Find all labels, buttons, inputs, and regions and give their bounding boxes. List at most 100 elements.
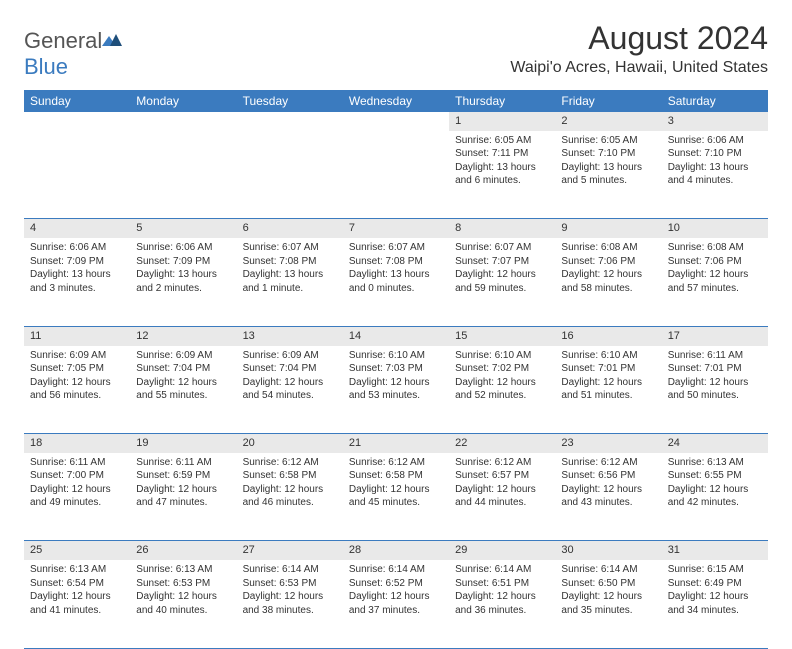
daylight-text: Daylight: 12 hours and 46 minutes. [243, 483, 337, 510]
sunset-text: Sunset: 6:54 PM [30, 577, 124, 591]
day-number: 8 [449, 219, 555, 238]
day-number: 30 [555, 541, 661, 560]
logo: General Blue [24, 20, 122, 80]
day-number: 16 [555, 326, 661, 345]
weekday-header: Thursday [449, 90, 555, 112]
week-row: Sunrise: 6:05 AMSunset: 7:11 PMDaylight:… [24, 131, 768, 219]
daylight-text: Daylight: 13 hours and 4 minutes. [668, 161, 762, 188]
day-number: 13 [237, 326, 343, 345]
sunrise-text: Sunrise: 6:07 AM [349, 241, 443, 255]
sunrise-text: Sunrise: 6:10 AM [561, 349, 655, 363]
sunset-text: Sunset: 6:55 PM [668, 469, 762, 483]
day-details: Sunrise: 6:12 AMSunset: 6:57 PMDaylight:… [449, 453, 555, 514]
sunset-text: Sunset: 7:08 PM [243, 255, 337, 269]
day-details: Sunrise: 6:05 AMSunset: 7:11 PMDaylight:… [449, 131, 555, 192]
day-cell: Sunrise: 6:08 AMSunset: 7:06 PMDaylight:… [662, 238, 768, 326]
sunrise-text: Sunrise: 6:06 AM [136, 241, 230, 255]
daynum-row: 18192021222324 [24, 434, 768, 453]
daylight-text: Daylight: 12 hours and 53 minutes. [349, 376, 443, 403]
daynum-row: 123 [24, 112, 768, 131]
sunset-text: Sunset: 6:53 PM [136, 577, 230, 591]
day-cell: Sunrise: 6:06 AMSunset: 7:09 PMDaylight:… [130, 238, 236, 326]
sunset-text: Sunset: 7:06 PM [561, 255, 655, 269]
sunset-text: Sunset: 6:52 PM [349, 577, 443, 591]
day-cell: Sunrise: 6:11 AMSunset: 7:00 PMDaylight:… [24, 453, 130, 541]
daylight-text: Daylight: 12 hours and 36 minutes. [455, 590, 549, 617]
day-cell: Sunrise: 6:06 AMSunset: 7:10 PMDaylight:… [662, 131, 768, 219]
day-number: 14 [343, 326, 449, 345]
day-number: 12 [130, 326, 236, 345]
week-row: Sunrise: 6:13 AMSunset: 6:54 PM Daylight:… [24, 560, 768, 648]
sunrise-text: Sunrise: 6:08 AM [561, 241, 655, 255]
day-number: 27 [237, 541, 343, 560]
day-number: 15 [449, 326, 555, 345]
sunset-text: Sunset: 6:57 PM [455, 469, 549, 483]
weekday-header-row: Sunday Monday Tuesday Wednesday Thursday… [24, 90, 768, 112]
day-cell: Sunrise: 6:14 AMSunset: 6:50 PMDaylight:… [555, 560, 661, 648]
day-cell: Sunrise: 6:09 AMSunset: 7:05 PMDaylight:… [24, 346, 130, 434]
sunset-text: Sunset: 7:02 PM [455, 362, 549, 376]
daylight-text: Daylight: 12 hours and 43 minutes. [561, 483, 655, 510]
logo-text-part1: General [24, 28, 102, 53]
title-block: August 2024 Waipi'o Acres, Hawaii, Unite… [510, 20, 768, 77]
day-cell: Sunrise: 6:14 AMSunset: 6:53 PMDaylight:… [237, 560, 343, 648]
sunset-text: Sunset: 7:04 PM [136, 362, 230, 376]
day-cell: Sunrise: 6:12 AMSunset: 6:58 PMDaylight:… [237, 453, 343, 541]
daynum-row: 45678910 [24, 219, 768, 238]
week-row: Sunrise: 6:11 AMSunset: 7:00 PMDaylight:… [24, 453, 768, 541]
sunset-text: Sunset: 7:07 PM [455, 255, 549, 269]
daynum-row: 11121314151617 [24, 326, 768, 345]
day-number: 1 [449, 112, 555, 131]
sunset-text: Sunset: 7:01 PM [561, 362, 655, 376]
day-details: Sunrise: 6:14 AMSunset: 6:53 PMDaylight:… [237, 560, 343, 621]
day-cell: Sunrise: 6:07 AMSunset: 7:07 PMDaylight:… [449, 238, 555, 326]
sunset-text: Sunset: 7:00 PM [30, 469, 124, 483]
sunrise-text: Sunrise: 6:06 AM [668, 134, 762, 148]
day-details: Sunrise: 6:06 AMSunset: 7:09 PMDaylight:… [24, 238, 130, 299]
day-number: 9 [555, 219, 661, 238]
weekday-header: Tuesday [237, 90, 343, 112]
day-cell: Sunrise: 6:07 AMSunset: 7:08 PMDaylight:… [343, 238, 449, 326]
day-details: Sunrise: 6:14 AMSunset: 6:50 PMDaylight:… [555, 560, 661, 621]
sunrise-text: Sunrise: 6:07 AM [243, 241, 337, 255]
day-details: Sunrise: 6:07 AMSunset: 7:07 PMDaylight:… [449, 238, 555, 299]
daylight-text: Daylight: 13 hours and 6 minutes. [455, 161, 549, 188]
day-details: Sunrise: 6:10 AMSunset: 7:02 PMDaylight:… [449, 346, 555, 407]
daylight-text: Daylight: 12 hours and 44 minutes. [455, 483, 549, 510]
daylight-text: Daylight: 12 hours and 45 minutes. [349, 483, 443, 510]
daylight-text: Daylight: 13 hours and 0 minutes. [349, 268, 443, 295]
day-details: Sunrise: 6:08 AMSunset: 7:06 PMDaylight:… [555, 238, 661, 299]
day-details: Sunrise: 6:12 AMSunset: 6:58 PMDaylight:… [237, 453, 343, 514]
daylight-text: Daylight: 12 hours and 56 minutes. [30, 376, 124, 403]
day-number: 11 [24, 326, 130, 345]
week-row: Sunrise: 6:09 AMSunset: 7:05 PMDaylight:… [24, 346, 768, 434]
daylight-text: Daylight: 13 hours and 3 minutes. [30, 268, 124, 295]
daylight-text: Daylight: 13 hours and 5 minutes. [561, 161, 655, 188]
sunrise-text: Sunrise: 6:09 AM [136, 349, 230, 363]
day-details: Sunrise: 6:13 AMSunset: 6:55 PMDaylight:… [662, 453, 768, 514]
day-number: 5 [130, 219, 236, 238]
calendar-table: Sunday Monday Tuesday Wednesday Thursday… [24, 90, 768, 649]
weekday-header: Friday [555, 90, 661, 112]
day-cell: Sunrise: 6:10 AMSunset: 7:02 PMDaylight:… [449, 346, 555, 434]
day-number [237, 112, 343, 131]
day-details: Sunrise: 6:06 AMSunset: 7:10 PMDaylight:… [662, 131, 768, 192]
day-cell: Sunrise: 6:10 AMSunset: 7:03 PMDaylight:… [343, 346, 449, 434]
sunrise-text: Sunrise: 6:05 AM [455, 134, 549, 148]
sunset-text: Sunset: 7:01 PM [668, 362, 762, 376]
day-details: Sunrise: 6:07 AMSunset: 7:08 PMDaylight:… [237, 238, 343, 299]
day-details: Sunrise: 6:13 AMSunset: 6:53 PMDaylight:… [130, 560, 236, 621]
day-details: Sunrise: 6:09 AMSunset: 7:04 PMDaylight:… [237, 346, 343, 407]
day-number: 24 [662, 434, 768, 453]
day-details: Sunrise: 6:15 AMSunset: 6:49 PMDaylight:… [662, 560, 768, 621]
sunrise-text: Sunrise: 6:09 AM [30, 349, 124, 363]
sunset-text: Sunset: 6:56 PM [561, 469, 655, 483]
sunset-text: Sunset: 7:08 PM [349, 255, 443, 269]
daylight-text: Daylight: 12 hours and 38 minutes. [243, 590, 337, 617]
day-cell: Sunrise: 6:11 AMSunset: 7:01 PMDaylight:… [662, 346, 768, 434]
sunset-text: Sunset: 7:04 PM [243, 362, 337, 376]
day-cell: Sunrise: 6:10 AMSunset: 7:01 PMDaylight:… [555, 346, 661, 434]
day-details: Sunrise: 6:05 AMSunset: 7:10 PMDaylight:… [555, 131, 661, 192]
day-details: Sunrise: 6:09 AMSunset: 7:05 PMDaylight:… [24, 346, 130, 407]
sunrise-text: Sunrise: 6:13 AM [30, 563, 124, 577]
